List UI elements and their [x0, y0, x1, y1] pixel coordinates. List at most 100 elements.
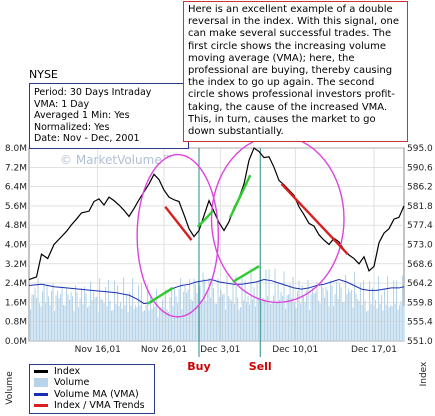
volume-bar	[295, 307, 297, 341]
volume-bar	[354, 271, 356, 341]
volume-bar	[151, 308, 153, 341]
down-trend-line	[164, 206, 193, 241]
volume-bar	[346, 294, 348, 341]
volume-bar	[135, 304, 137, 341]
volume-bar	[328, 306, 330, 341]
volume-bar	[238, 309, 240, 341]
volume-bar	[126, 294, 128, 341]
info-line: Averaged 1 Min: Yes	[34, 110, 130, 122]
volume-bar	[192, 300, 194, 341]
volume-bar	[390, 305, 392, 341]
y-right-tick-label: 559.8	[407, 298, 433, 308]
volume-bar	[37, 277, 39, 341]
volume-bar	[307, 279, 309, 341]
volume-bar	[199, 285, 201, 341]
volume-bar	[49, 305, 51, 341]
volume-bar	[106, 306, 108, 341]
volume-bar	[331, 285, 333, 341]
volume-bar	[45, 303, 47, 341]
y-right-tick-label: 564.2	[407, 279, 433, 289]
volume-bar	[300, 303, 302, 341]
volume-bar	[345, 274, 347, 341]
volume-bar	[301, 285, 303, 341]
volume-bar	[319, 303, 321, 341]
volume-bar	[327, 290, 329, 341]
volume-bar	[96, 296, 98, 341]
volume-bar	[264, 299, 266, 341]
volume-bar	[372, 287, 374, 341]
volume-bar	[117, 285, 119, 341]
volume-bar	[367, 310, 369, 341]
volume-bar	[234, 303, 236, 341]
volume-bar	[349, 291, 351, 341]
volume-bar	[54, 310, 56, 341]
volume-bar	[172, 305, 174, 341]
legend-item-vma: Volume MA (VMA)	[34, 389, 139, 400]
volume-bar	[169, 297, 171, 341]
volume-bar	[378, 276, 380, 341]
volume-bar	[348, 288, 350, 341]
volume-bar	[46, 285, 48, 341]
volume-bar	[220, 290, 222, 341]
down-trend-line	[280, 183, 349, 255]
volume-bar	[375, 299, 377, 341]
volume-bar	[274, 268, 276, 341]
volume-bar	[64, 305, 66, 341]
volume-bar	[243, 300, 245, 341]
info-box: Period: 30 Days Intraday VMA: 1 Day Aver…	[29, 83, 189, 149]
volume-bar	[133, 308, 135, 341]
volume-bar	[58, 298, 60, 341]
volume-bar	[205, 300, 207, 341]
volume-bar	[306, 290, 308, 341]
volume-bar	[207, 289, 209, 341]
volume-bar	[229, 298, 231, 341]
volume-bar	[115, 304, 117, 341]
volume-bar	[399, 304, 401, 341]
volume-bar	[310, 294, 312, 341]
volume-bar	[30, 309, 32, 341]
volume-bar	[289, 284, 291, 341]
volume-bar	[141, 283, 143, 341]
volume-bar	[265, 269, 267, 341]
volume-bar	[52, 283, 54, 341]
volume-bar	[217, 278, 219, 341]
volume-bar	[258, 298, 260, 341]
volume-bar	[139, 305, 141, 341]
volume-bar	[385, 304, 387, 341]
volume-bar	[270, 304, 272, 341]
x-tick-label: Nov 26,01	[141, 345, 187, 355]
volume-bar	[181, 309, 183, 341]
y-left-tick-label: 4.0M	[5, 241, 27, 251]
up-trend-line	[232, 265, 260, 283]
volume-bar	[196, 292, 198, 341]
volume-bar	[130, 305, 132, 341]
info-line: Period: 30 Days Intraday	[34, 87, 152, 98]
volume-bar	[231, 300, 233, 341]
volume-bar	[103, 303, 105, 341]
volume-bar	[321, 282, 323, 341]
volume-bar	[358, 300, 360, 341]
volume-bar	[318, 300, 320, 341]
volume-bar	[279, 299, 281, 341]
volume-bar	[108, 279, 110, 341]
volume-bar	[168, 312, 170, 341]
y-right-tick-label: 577.4	[407, 221, 433, 231]
volume-bar	[124, 305, 126, 341]
volume-bar	[186, 292, 188, 341]
volume-bar	[88, 305, 90, 341]
volume-bar	[255, 306, 257, 341]
volume-bar	[298, 280, 300, 341]
x-tick-label: Dec 10,01	[272, 345, 318, 355]
y-right-tick-label: 555.4	[407, 318, 433, 328]
legend: Index Volume Volume MA (VMA) Index / VMA…	[29, 364, 155, 414]
y-left-tick-label: 0.0M	[5, 337, 27, 347]
volume-bar	[75, 285, 77, 341]
volume-bar	[381, 295, 383, 341]
volume-bar	[69, 299, 71, 341]
volume-bar	[165, 289, 167, 341]
legend-swatch-volume	[34, 378, 48, 387]
volume-bar	[303, 295, 305, 341]
volume-bar	[211, 280, 213, 341]
volume-bar	[286, 295, 288, 341]
volume-bar	[246, 301, 248, 341]
